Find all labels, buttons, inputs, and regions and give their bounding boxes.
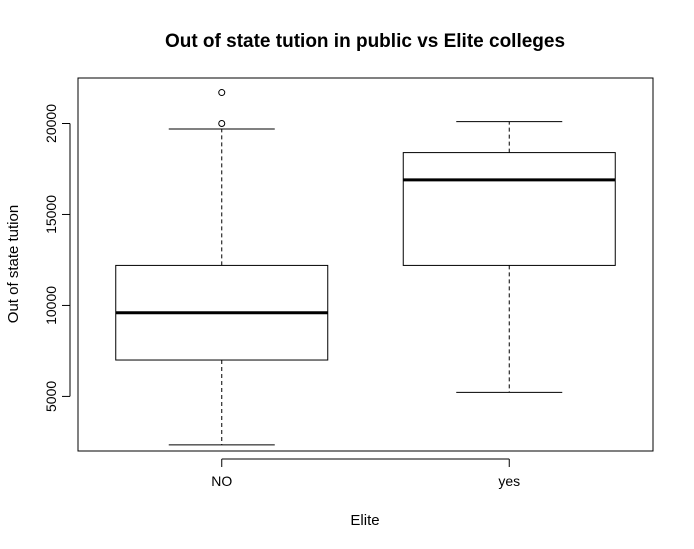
y-tick-label: 20000 xyxy=(43,104,59,143)
chart-title: Out of state tution in public vs Elite c… xyxy=(165,31,565,52)
y-tick-label: 10000 xyxy=(43,286,59,325)
y-tick-label: 5000 xyxy=(43,381,59,412)
outlier-point xyxy=(218,89,226,97)
outlier-point xyxy=(218,119,226,127)
iqr-box xyxy=(402,152,616,266)
x-axis-label: Elite xyxy=(350,512,379,529)
plot-frame xyxy=(77,77,654,452)
y-tick-label: 15000 xyxy=(43,195,59,234)
x-tick-label: yes xyxy=(498,473,520,489)
box-yes xyxy=(402,121,616,393)
y-axis: 5000 10000 15000 20000 xyxy=(43,104,71,412)
x-tick-label: NO xyxy=(211,473,232,489)
boxes-group xyxy=(115,89,616,446)
y-axis-label: Out of state tution xyxy=(5,205,22,323)
box-no xyxy=(115,89,329,446)
x-axis: NO yes xyxy=(211,458,520,489)
